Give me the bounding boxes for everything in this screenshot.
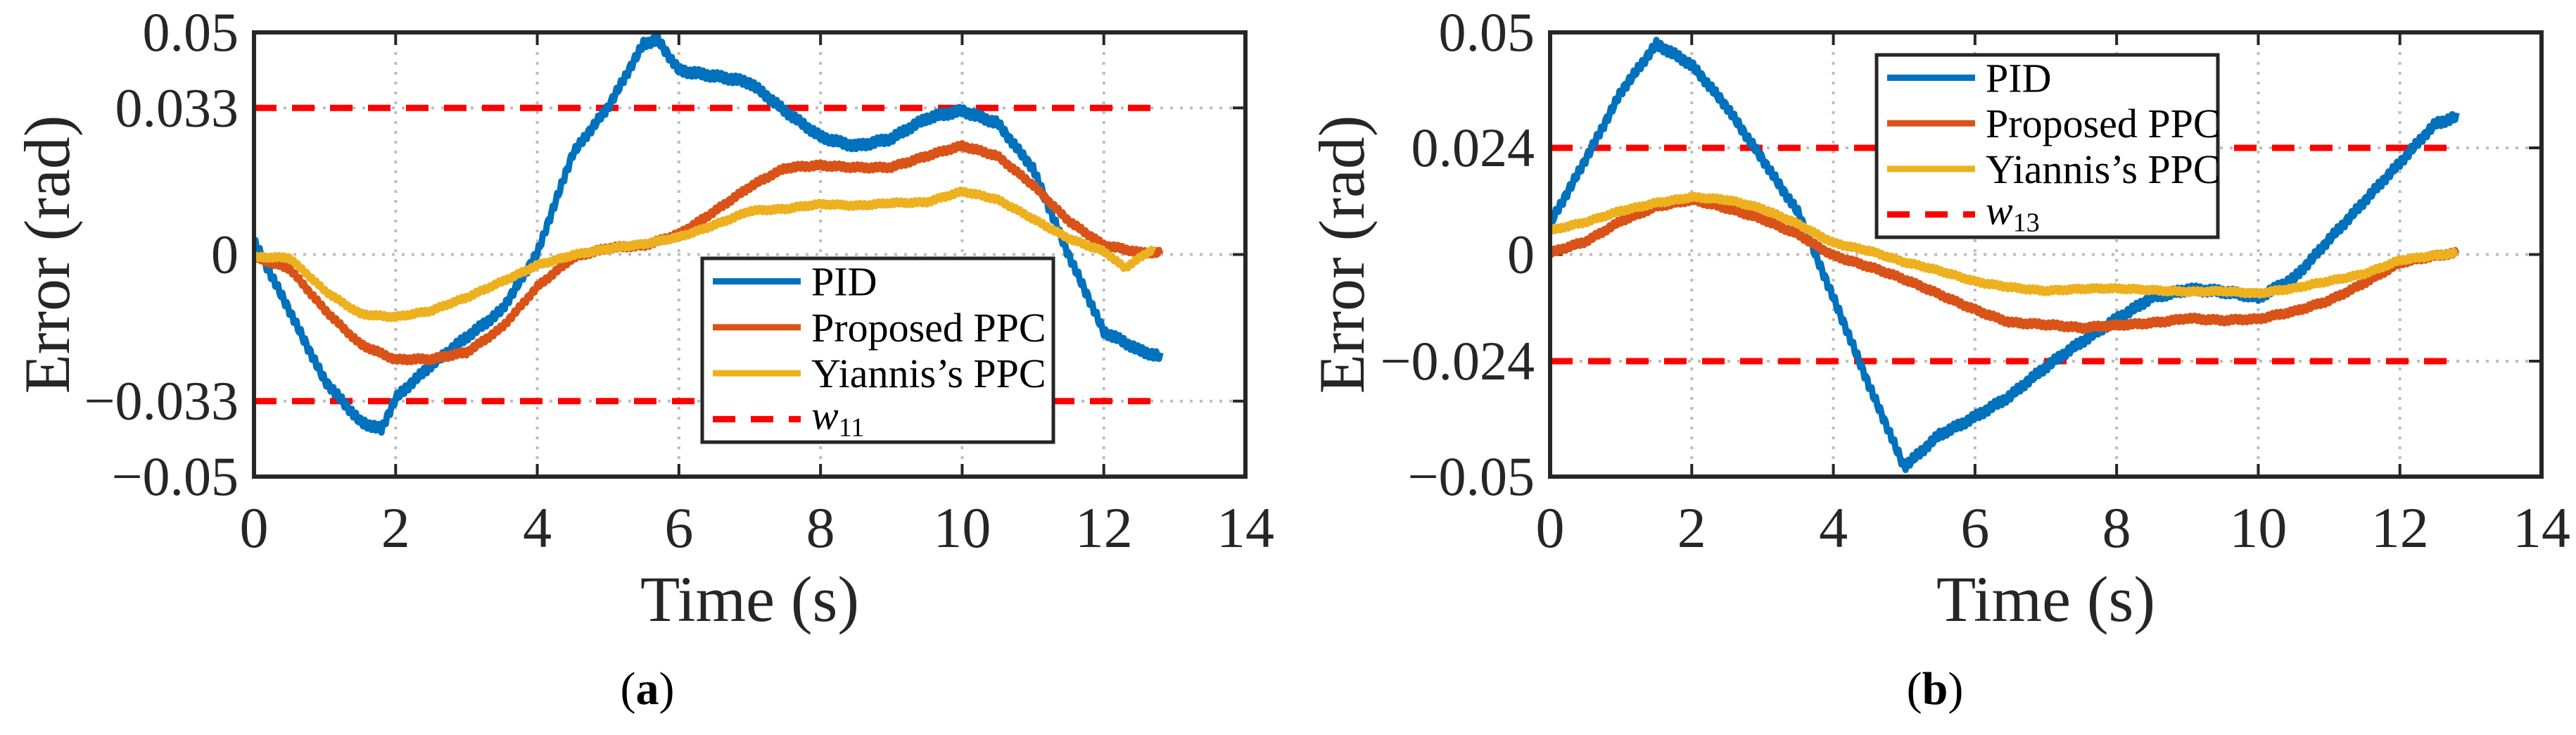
caption-open-paren: ( bbox=[1907, 663, 1922, 715]
y-axis-label: Error (rad) bbox=[1306, 115, 1378, 394]
y-tick-label: 0 bbox=[211, 224, 239, 285]
caption-close-paren: ) bbox=[1948, 663, 1963, 715]
chart-panel-b: 0 2 4 6 8 10 12 14 0.05 0.024 0 −0.024 −0.05 Time (s)… bbox=[1306, 1, 2570, 715]
legend-label-bound: w11 bbox=[811, 392, 864, 442]
y-tick-label: 0.05 bbox=[143, 1, 239, 63]
y-tick-label: 0.033 bbox=[115, 77, 239, 138]
legend-box bbox=[1874, 53, 2220, 239]
x-tick-label: 10 bbox=[2229, 496, 2287, 560]
legend-label: PID bbox=[811, 259, 877, 305]
legend-label-bound: w13 bbox=[1986, 188, 2040, 238]
chart-panel-a: 0 2 4 6 8 10 12 14 0.05 0.033 0 −0.033 −0.05 Time (s)… bbox=[11, 1, 1274, 715]
series-line-yiannis-s-ppc bbox=[254, 186, 1157, 322]
x-tick-label: 2 bbox=[1677, 496, 1706, 560]
x-axis-label: Time (s) bbox=[640, 563, 859, 635]
series-line-yiannis-s-ppc bbox=[1550, 191, 2458, 299]
x-tick-label: 8 bbox=[2102, 496, 2131, 560]
legend-label: PID bbox=[1986, 55, 2051, 101]
caption-open-paren: ( bbox=[621, 663, 636, 715]
x-tick-label: 6 bbox=[1960, 496, 1989, 560]
x-tick-label: 8 bbox=[806, 496, 835, 560]
x-tick-label: 14 bbox=[1217, 496, 1274, 560]
axes-frame bbox=[1548, 30, 2544, 479]
caption-letter: b bbox=[1922, 663, 1948, 715]
x-tick-label: 10 bbox=[933, 496, 991, 560]
x-tick-label: 6 bbox=[664, 496, 693, 560]
x-tick-label: 4 bbox=[1819, 496, 1848, 560]
legend-label: Yiannis’s PPC bbox=[811, 351, 1046, 396]
bound-symbol: w bbox=[1986, 188, 2013, 234]
panel-caption: (a) bbox=[621, 663, 675, 715]
y-tick-label: 0.05 bbox=[1439, 1, 1535, 63]
y-tick-label: 0 bbox=[1507, 224, 1535, 285]
bound-subscript: 11 bbox=[839, 413, 865, 442]
legend-label: Proposed PPC bbox=[811, 305, 1046, 351]
bound-subscript: 13 bbox=[2013, 208, 2040, 238]
legend-box bbox=[700, 256, 1055, 444]
x-tick-label: 4 bbox=[523, 496, 552, 560]
y-tick-label: −0.05 bbox=[112, 446, 239, 507]
legend-label: Proposed PPC bbox=[1986, 101, 2221, 146]
x-tick-label: 2 bbox=[381, 496, 410, 560]
x-axis-label: Time (s) bbox=[1936, 563, 2155, 635]
bound-symbol: w bbox=[811, 392, 839, 438]
plot-area bbox=[1550, 37, 2460, 473]
series-line-pid bbox=[254, 32, 1164, 436]
y-tick-label: −0.05 bbox=[1408, 446, 1535, 507]
series-line-pid bbox=[1550, 37, 2460, 473]
x-tick-label: 0 bbox=[1536, 496, 1565, 560]
panel-caption: (b) bbox=[1907, 663, 1964, 715]
caption-letter: a bbox=[636, 663, 659, 715]
x-tick-label: 12 bbox=[2371, 496, 2429, 560]
x-tick-label: 14 bbox=[2513, 496, 2570, 560]
plot-area bbox=[254, 32, 1164, 436]
y-tick-label: −0.033 bbox=[84, 370, 239, 432]
x-tick-label: 12 bbox=[1075, 496, 1133, 560]
caption-close-paren: ) bbox=[659, 663, 675, 715]
y-tick-label: −0.024 bbox=[1381, 330, 1535, 391]
series-line-proposed-ppc bbox=[254, 139, 1164, 365]
y-axis-label: Error (rad) bbox=[11, 115, 83, 394]
axes-frame bbox=[252, 30, 1248, 479]
legend-label: Yiannis’s PPC bbox=[1986, 146, 2221, 192]
x-tick-label: 0 bbox=[240, 496, 269, 560]
y-tick-label: 0.024 bbox=[1411, 117, 1535, 178]
